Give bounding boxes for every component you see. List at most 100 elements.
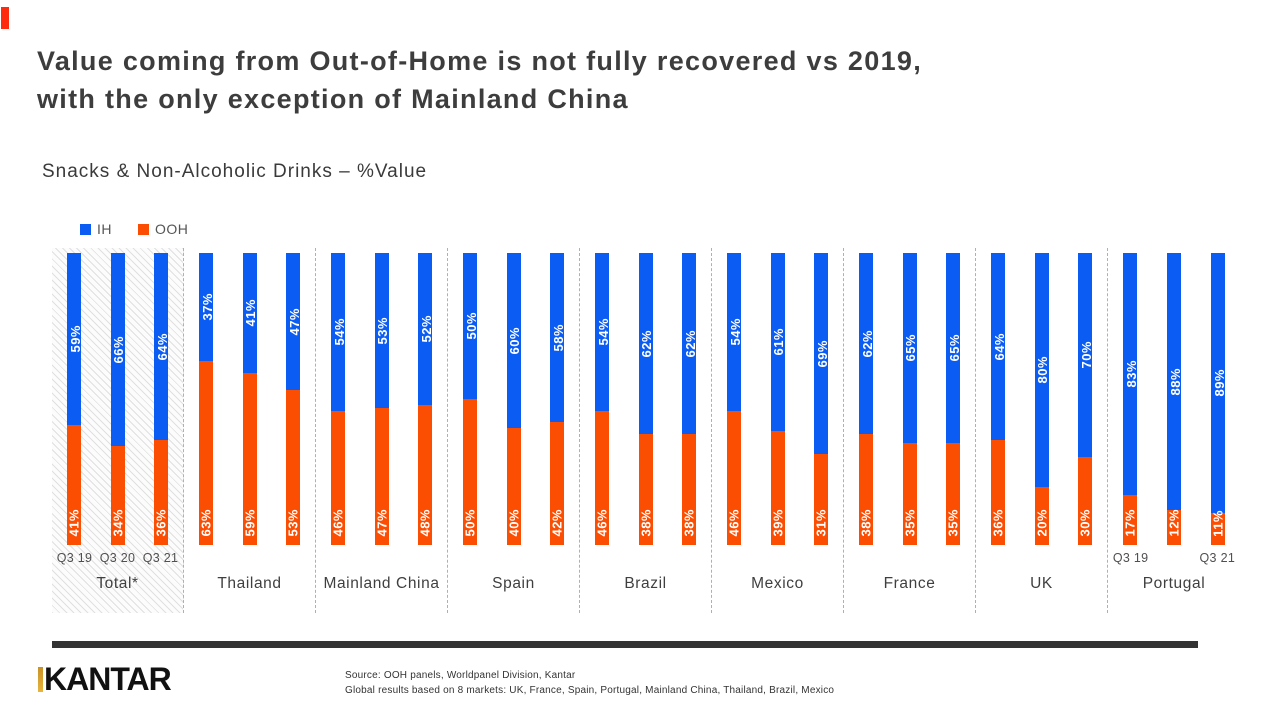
ih-segment: 58% [550, 253, 566, 423]
quarter-label [271, 551, 314, 567]
stacked-bar-mexico-1: 54% 46% [727, 253, 743, 545]
ih-segment: 37% [199, 253, 215, 362]
ih-segment: 61% [770, 253, 786, 432]
ooh-segment: 46% [330, 410, 346, 545]
ih-value-label: 70% [1078, 341, 1094, 369]
ooh-segment: 38% [638, 434, 653, 545]
ih-value-label: 61% [771, 328, 786, 356]
quarter-label [667, 551, 710, 567]
ih-value-label: 88% [1167, 367, 1183, 396]
ooh-value-label: 53% [285, 509, 301, 537]
quarter-label [492, 551, 535, 567]
legend-item-ooh: OOH [138, 221, 188, 237]
bar-row-brazil: 54% 46% 62% 38% 62% 38% [580, 253, 711, 545]
stacked-bar-spain-3: 58% 42% [549, 253, 566, 545]
ooh-segment: 40% [506, 428, 521, 545]
ooh-segment: 36% [154, 439, 169, 545]
stacked-bar-uk-2: 80% 20% [1034, 253, 1050, 545]
ih-segment: 62% [859, 253, 875, 435]
ih-value-label: 52% [418, 315, 434, 343]
ih-value-label: 47% [286, 307, 302, 336]
chart-group-thailand: 37% 63% 41% 59% 47% 53% Thailand [184, 248, 316, 613]
group-name-label: Portugal [1142, 575, 1206, 592]
quarter-label: Q3 19 [1112, 551, 1149, 565]
bar-row-thailand: 37% 63% 41% 59% 47% 53% [184, 253, 315, 545]
ooh-value-label: 11% [1210, 510, 1226, 537]
ooh-segment: 63% [199, 361, 214, 545]
ih-value-label: 62% [639, 329, 654, 358]
ooh-value-label: 30% [1077, 509, 1093, 537]
ih-segment: 53% [374, 253, 390, 408]
ooh-color-swatch [138, 223, 149, 235]
stacked-bar-mexico-3: 69% 31% [813, 253, 830, 545]
ooh-segment: 35% [945, 442, 961, 545]
ooh-value-label: 31% [813, 509, 829, 537]
stacked-bar-mainland-china-3: 52% 48% [418, 253, 434, 545]
ooh-value-label: 46% [330, 509, 346, 537]
ih-segment: 89% [1211, 253, 1227, 513]
quarter-labels-france [844, 551, 975, 567]
ooh-value-label: 12% [1166, 509, 1182, 537]
ooh-segment: 47% [374, 407, 389, 545]
ooh-segment: 50% [463, 399, 478, 545]
kantar-logo-accent-bar [38, 666, 43, 692]
ih-value-label: 66% [111, 335, 126, 364]
ooh-segment: 38% [858, 434, 874, 545]
ih-segment: 59% [67, 253, 83, 426]
stacked-bar-brazil-3: 62% 38% [682, 253, 698, 545]
chart-group-france: 62% 38% 65% 35% 65% 35% France [844, 248, 976, 613]
quarter-label [581, 551, 624, 567]
ih-segment: 83% [1123, 253, 1139, 496]
ooh-segment: 38% [682, 434, 697, 545]
kantar-logo-text: KANTAR [44, 661, 172, 697]
ih-segment: 47% [286, 253, 302, 391]
ih-segment: 64% [154, 253, 170, 440]
ih-value-label: 64% [991, 332, 1007, 361]
ih-segment: 62% [682, 253, 698, 435]
ih-value-label: 65% [946, 334, 962, 362]
legend-item-ih: IH [80, 221, 112, 237]
chart-legend: IH OOH [80, 221, 188, 237]
ooh-value-label: 59% [242, 509, 257, 537]
legend-label-ooh: OOH [155, 221, 189, 237]
group-name-label: Mainland China [323, 575, 440, 592]
stacked-bar-france-2: 65% 35% [902, 253, 918, 545]
ooh-value-label: 38% [858, 509, 874, 537]
ooh-value-label: 20% [1034, 509, 1049, 537]
stacked-bar-mexico-2: 61% 39% [770, 253, 786, 545]
chart-subtitle: Snacks & Non-Alcoholic Drinks – %Value [42, 161, 428, 182]
ih-segment: 65% [946, 253, 962, 443]
ooh-segment: 39% [770, 431, 785, 545]
chart-group-portugal: 83% 17% 88% 12% 89% 11% Q3 19 Q3 21 Portugal [1108, 248, 1240, 613]
ooh-value-label: 35% [945, 509, 961, 537]
bar-row-mainland-china: 54% 46% 53% 47% 52% 48% [316, 253, 447, 545]
stacked-bar-brazil-2: 62% 38% [638, 253, 654, 545]
ooh-segment: 31% [813, 454, 829, 545]
quarter-label [403, 551, 446, 567]
stacked-bar-mainland-china-2: 53% 47% [374, 253, 390, 545]
quarter-label: Q3 19 [56, 551, 93, 565]
quarter-label: Q3 21 [1199, 551, 1236, 565]
quarter-label: Q3 21 [142, 551, 179, 565]
group-name-label: Brazil [624, 575, 667, 592]
ooh-value-label: 36% [990, 509, 1006, 537]
chart: 59% 41% 66% 34% 64% 36% Q3 19 Q3 20 Q3 21 Total* 3… [52, 248, 1240, 613]
title-line-1: Value coming from Out-of-Home is not ful… [37, 46, 923, 76]
ih-segment: 62% [638, 253, 654, 435]
quarter-label [317, 551, 360, 567]
ooh-value-label: 42% [549, 509, 565, 537]
ih-value-label: 59% [67, 325, 83, 353]
ih-value-label: 62% [682, 329, 698, 358]
quarter-label: Q3 20 [99, 551, 136, 565]
ooh-segment: 59% [242, 372, 257, 545]
ih-value-label: 54% [331, 318, 347, 346]
ooh-segment: 35% [902, 442, 917, 545]
ooh-value-label: 39% [770, 509, 785, 537]
stacked-bar-portugal-2: 88% 12% [1166, 253, 1183, 545]
ih-value-label: 83% [1123, 360, 1139, 388]
ooh-value-label: 40% [506, 509, 521, 537]
stacked-bar-portugal-3: 89% 11% [1210, 253, 1227, 545]
chart-group-total: 59% 41% 66% 34% 64% 36% Q3 19 Q3 20 Q3 21 Total* [52, 248, 184, 613]
quarter-label [1020, 551, 1063, 567]
quarter-labels-mainland-china [316, 551, 447, 567]
